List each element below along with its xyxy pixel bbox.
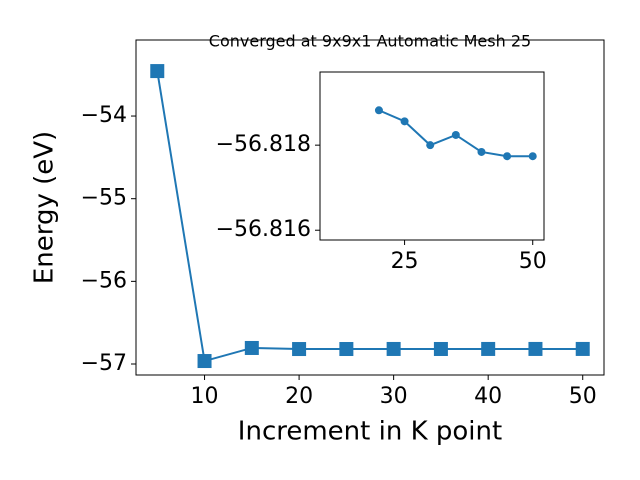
x-tick-label: 20 (285, 384, 313, 409)
marker (150, 64, 165, 79)
marker (292, 342, 307, 357)
x-tick-label: 30 (380, 384, 408, 409)
data-line (156, 70, 583, 363)
marker (575, 341, 590, 356)
marker (339, 342, 354, 357)
x-tick-label: 40 (474, 384, 502, 409)
chart-title: Converged at 9x9x1 Automatic Mesh 25 (209, 32, 531, 51)
marker (477, 147, 486, 156)
y-tick-label: −54 (81, 103, 127, 128)
marker (197, 354, 212, 369)
marker (386, 341, 401, 356)
marker (400, 117, 409, 126)
marker (426, 141, 435, 150)
x-tick-label: 50 (519, 249, 547, 274)
y-tick-label: −55 (81, 186, 127, 211)
marker (451, 130, 460, 139)
x-axis-label: Increment in K point (238, 417, 502, 447)
marker (481, 341, 496, 356)
marker (528, 152, 537, 161)
marker (528, 341, 543, 356)
y-tick-label: −56.816 (216, 217, 311, 242)
y-tick-label: −56 (81, 268, 127, 293)
series (374, 106, 537, 161)
series (150, 64, 590, 369)
x-tick-label: 25 (391, 249, 419, 274)
y-axis-label: Energy (eV) (30, 131, 60, 284)
x-tick-label: 50 (569, 384, 597, 409)
marker (374, 106, 383, 115)
marker (503, 152, 512, 161)
marker (244, 340, 259, 355)
y-tick-label: −56.818 (216, 132, 311, 157)
x-tick-label: 10 (191, 384, 219, 409)
y-tick-label: −57 (81, 351, 127, 376)
marker (433, 341, 448, 356)
